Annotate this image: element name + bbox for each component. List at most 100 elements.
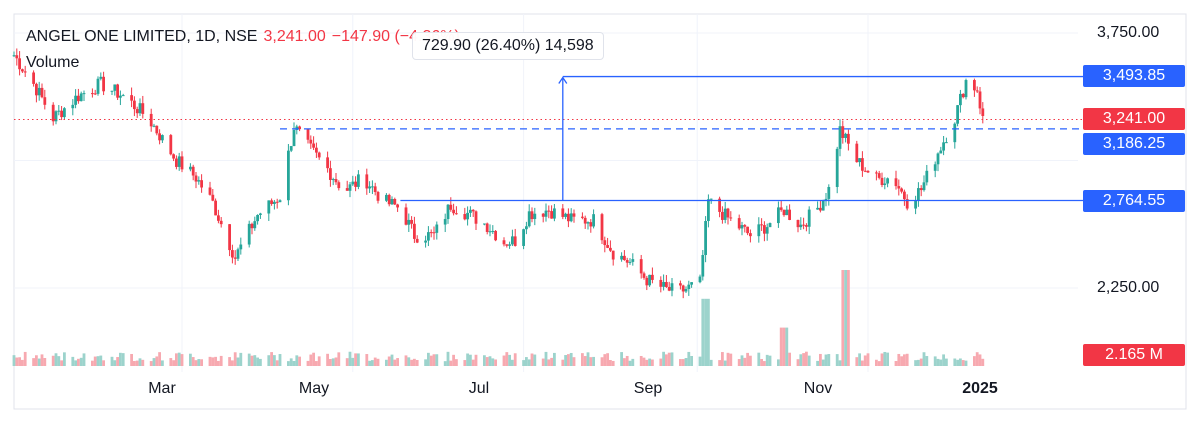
- volume-bar: [838, 360, 842, 366]
- volume-bar: [469, 354, 472, 366]
- candle-body: [289, 146, 293, 151]
- candle-body: [880, 177, 884, 185]
- volume-bar: [387, 356, 391, 366]
- volume-bar: [740, 355, 744, 366]
- candle-body: [667, 286, 671, 291]
- candle-body: [298, 126, 301, 130]
- x-tick-jul: Jul: [468, 380, 490, 397]
- volume-bar: [645, 359, 649, 366]
- volume-bar: [805, 351, 808, 366]
- candle-body: [197, 180, 201, 182]
- candle-body: [23, 71, 27, 73]
- volume-bar: [625, 355, 629, 366]
- volume-bar: [743, 357, 747, 366]
- volume-bar: [760, 358, 763, 366]
- volume-bar: [365, 354, 369, 366]
- volume-bar: [861, 360, 864, 366]
- candle-body: [679, 283, 682, 286]
- candle-body: [373, 186, 377, 193]
- volume-bar: [648, 358, 651, 366]
- volume-bar: [345, 358, 349, 366]
- volume-bar: [435, 354, 439, 366]
- candle-body: [357, 174, 360, 187]
- candle-body: [855, 143, 859, 163]
- volume-bar: [351, 357, 355, 366]
- volume-bar: [194, 360, 198, 366]
- candle-body: [376, 192, 380, 201]
- volume-bar: [93, 356, 97, 366]
- volume-bar: [592, 356, 595, 366]
- candle-body: [642, 273, 646, 278]
- tag-support-mid: 3,186.25: [1083, 133, 1185, 155]
- candle-body: [975, 90, 979, 92]
- volume-bar: [119, 352, 122, 366]
- candle-body: [863, 170, 867, 172]
- candle-body: [777, 207, 780, 224]
- volume-bar: [57, 356, 61, 366]
- candle-body: [119, 95, 122, 98]
- volume-bar: [886, 352, 889, 366]
- candle-body: [886, 178, 889, 184]
- candle-body: [763, 225, 766, 234]
- candle-body: [740, 225, 744, 229]
- volume-bar: [404, 355, 408, 366]
- candle-body: [690, 282, 693, 285]
- candle-body: [485, 223, 489, 232]
- volume-bar: [502, 355, 506, 366]
- volume-bar: [973, 356, 976, 366]
- volume-bar: [819, 353, 822, 366]
- volume-bar: [620, 352, 623, 366]
- volume-bar: [721, 352, 724, 366]
- candle-body: [415, 238, 419, 243]
- volume-bar: [981, 358, 985, 366]
- candle-body: [427, 232, 430, 241]
- candle-body: [345, 188, 349, 191]
- candle-body: [396, 204, 399, 208]
- volume-bar: [779, 327, 783, 366]
- volume-bar: [74, 360, 77, 366]
- volume-bar: [933, 356, 937, 366]
- volume-bar: [474, 354, 478, 366]
- volume-bar: [611, 360, 615, 366]
- candle-body: [231, 250, 234, 258]
- candle-body: [819, 207, 822, 211]
- candle-body: [18, 58, 21, 70]
- plot-frame: [13, 13, 1187, 410]
- volume-bar: [337, 352, 341, 366]
- volume-bar: [877, 361, 881, 366]
- volume-bar: [219, 355, 223, 366]
- candle-body: [875, 172, 878, 174]
- candle-body: [466, 212, 469, 220]
- tag-resistance: 3,493.85: [1083, 65, 1185, 87]
- candle-body: [149, 113, 153, 127]
- volume-bar: [701, 298, 705, 366]
- volume-bar: [572, 357, 576, 366]
- volume-bar: [883, 351, 887, 366]
- candle-body: [611, 250, 615, 260]
- measure-arrow-head: [558, 76, 568, 84]
- candle-body: [130, 95, 133, 101]
- candle-body: [449, 204, 453, 210]
- candle-body: [253, 221, 257, 229]
- candle-body: [765, 227, 769, 234]
- candle-body: [214, 200, 217, 216]
- volume-bar: [945, 358, 948, 366]
- candle-body: [435, 224, 439, 233]
- tag-volume: 2.165 M: [1083, 344, 1185, 366]
- candle-body: [620, 255, 623, 260]
- candle-body: [569, 213, 573, 222]
- measure-readout: 729.90 (26.40%) 14,598: [412, 32, 604, 60]
- candle-body: [239, 244, 243, 250]
- candle-body: [600, 214, 604, 241]
- candle-body: [200, 180, 203, 188]
- volume-bar: [603, 354, 607, 366]
- volume-bar: [169, 358, 173, 366]
- volume-bar: [189, 353, 192, 366]
- volume-bar: [729, 353, 733, 366]
- volume-bar: [667, 352, 671, 366]
- volume-bar: [749, 355, 752, 366]
- candle-body: [572, 213, 576, 217]
- volume-bar: [866, 353, 870, 366]
- candle-body: [701, 255, 705, 277]
